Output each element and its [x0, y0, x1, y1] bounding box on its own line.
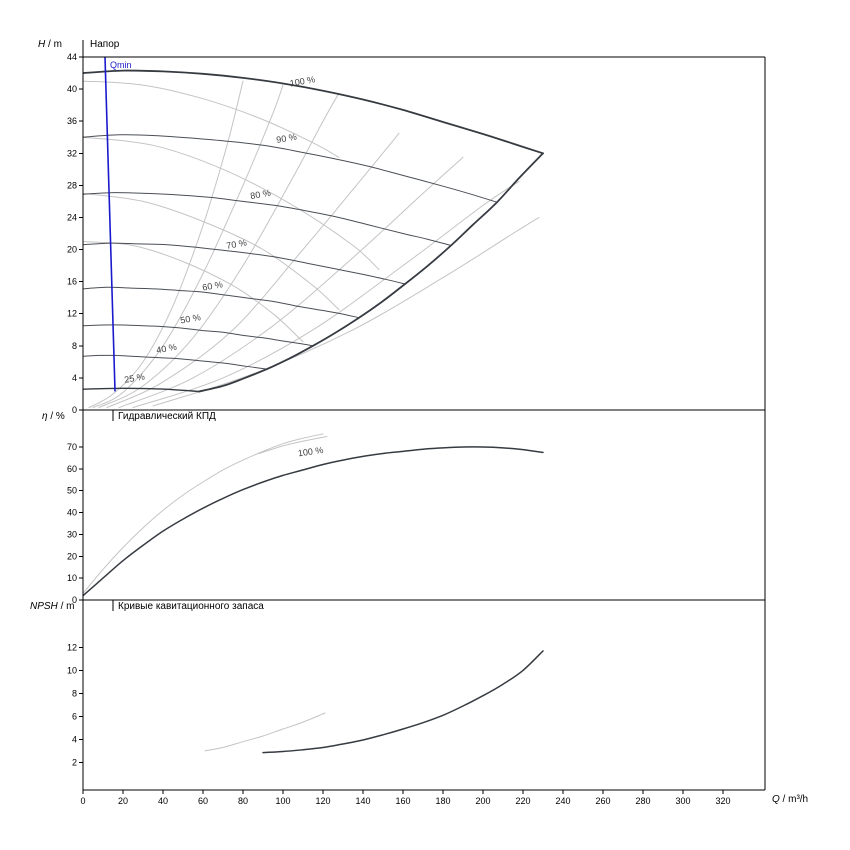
y-tick-label: 4	[72, 373, 77, 383]
x-tick-label: 100	[275, 796, 290, 806]
series-eff-100	[83, 446, 544, 597]
y-axis-label-eff: η / %	[42, 411, 65, 422]
axis-var: NPSH	[30, 601, 58, 612]
panel-title-head: Напор	[90, 39, 120, 50]
x-axis-label: Q / m³/h	[772, 794, 808, 805]
x-tick-label: 300	[675, 796, 690, 806]
x-tick-label: 200	[475, 796, 490, 806]
series-80 %	[83, 192, 452, 246]
x-tick-label: 40	[158, 796, 168, 806]
y-tick-label: 40	[67, 508, 77, 518]
series-alt-curve-1	[83, 241, 304, 343]
x-tick-label: 240	[555, 796, 570, 806]
x-tick-label: 180	[435, 796, 450, 806]
y-axis-label-head: H / m	[38, 39, 62, 50]
panel-eff	[83, 433, 544, 597]
series-iso-a6	[132, 180, 520, 409]
y-tick-label: 40	[67, 84, 77, 94]
x-tick-label: 60	[198, 796, 208, 806]
axis-var: H	[38, 39, 46, 50]
x-tick-label: 320	[715, 796, 730, 806]
x-tick-label: 0	[80, 796, 85, 806]
curve-label: 40 %	[156, 342, 178, 355]
y-tick-label: 36	[67, 116, 77, 126]
y-tick-label: 4	[72, 734, 77, 744]
series-50 %	[83, 324, 314, 347]
panel-title-npsh: Кривые кавитационного запаса	[118, 601, 264, 612]
y-tick-label: 44	[67, 52, 77, 62]
x-tick-label: 220	[515, 796, 530, 806]
x-tick-label: 140	[355, 796, 370, 806]
y-tick-label: 12	[67, 642, 77, 652]
y-tick-label: 8	[72, 341, 77, 351]
x-tick-label: 20	[118, 796, 128, 806]
axis-var: η	[42, 411, 48, 422]
panel-head	[83, 57, 544, 409]
curve-label: 100 %	[297, 445, 324, 458]
panel-title-eff: Гидравлический КПД	[118, 411, 216, 422]
y-tick-label: 6	[72, 711, 77, 721]
series-iso-a1	[88, 80, 244, 409]
y-tick-label: 8	[72, 688, 77, 698]
y-tick-label: 60	[67, 464, 77, 474]
panel-npsh	[204, 650, 544, 754]
axis-unit: / m	[57, 601, 75, 612]
series-alt-curve-4	[83, 80, 340, 158]
curve-label: 90 %	[276, 132, 298, 145]
x-tick-label: 120	[315, 796, 330, 806]
series-npsh-alt	[204, 712, 326, 752]
y-tick-label: 10	[67, 573, 77, 583]
y-tick-label: 32	[67, 148, 77, 158]
curve-label: 25 %	[124, 371, 146, 384]
curve-label: 100 %	[289, 74, 316, 88]
x-tick-label: 160	[395, 796, 410, 806]
series-iso-a2	[92, 84, 284, 409]
axis-var: Q	[772, 794, 780, 805]
series-100 %	[83, 69, 544, 155]
curve-label: 50 %	[180, 312, 202, 325]
series-alt-curve-3	[83, 136, 380, 271]
y-tick-label: 70	[67, 442, 77, 452]
series-iso-a4	[106, 132, 400, 409]
y-tick-label: 20	[67, 245, 77, 255]
x-tick-label: 80	[238, 796, 248, 806]
y-tick-label: 20	[67, 551, 77, 561]
y-tick-label: 2	[72, 757, 77, 767]
series-25 %	[83, 387, 200, 393]
y-tick-label: 0	[72, 595, 77, 605]
series-90 %	[83, 134, 498, 203]
y-axis-label-npsh: NPSH / m	[30, 601, 74, 612]
series-npsh-100	[262, 650, 544, 754]
y-tick-label: 50	[67, 486, 77, 496]
series-iso-a7	[152, 217, 540, 407]
series-eff-alt-1	[83, 433, 324, 594]
axis-unit: / m³/h	[779, 794, 809, 805]
x-tick-label: 280	[635, 796, 650, 806]
series-iso-a5	[118, 156, 464, 409]
x-tick-label: 260	[595, 796, 610, 806]
y-tick-label: 0	[72, 405, 77, 415]
curve-label: 70 %	[226, 237, 248, 250]
series-70 %	[83, 242, 406, 285]
series-40 %	[83, 354, 268, 370]
y-tick-label: 28	[67, 180, 77, 190]
y-tick-label: 24	[67, 212, 77, 222]
curve-label: Qmin	[110, 60, 132, 70]
axis-unit: / %	[47, 411, 65, 422]
axis-unit: / m	[45, 39, 62, 50]
y-tick-label: 16	[67, 277, 77, 287]
series-eff-alt-2	[258, 436, 328, 455]
curve-label: 80 %	[250, 188, 272, 201]
series-alt-curve-2	[83, 192, 340, 311]
curve-label: 60 %	[202, 279, 224, 292]
y-tick-label: 10	[67, 665, 77, 675]
series-Qmin	[104, 57, 116, 392]
series-max-flow-boundary	[198, 152, 544, 393]
series-60 %	[83, 286, 360, 319]
series-iso-a3	[98, 92, 340, 409]
y-tick-label: 12	[67, 309, 77, 319]
y-tick-label: 30	[67, 529, 77, 539]
